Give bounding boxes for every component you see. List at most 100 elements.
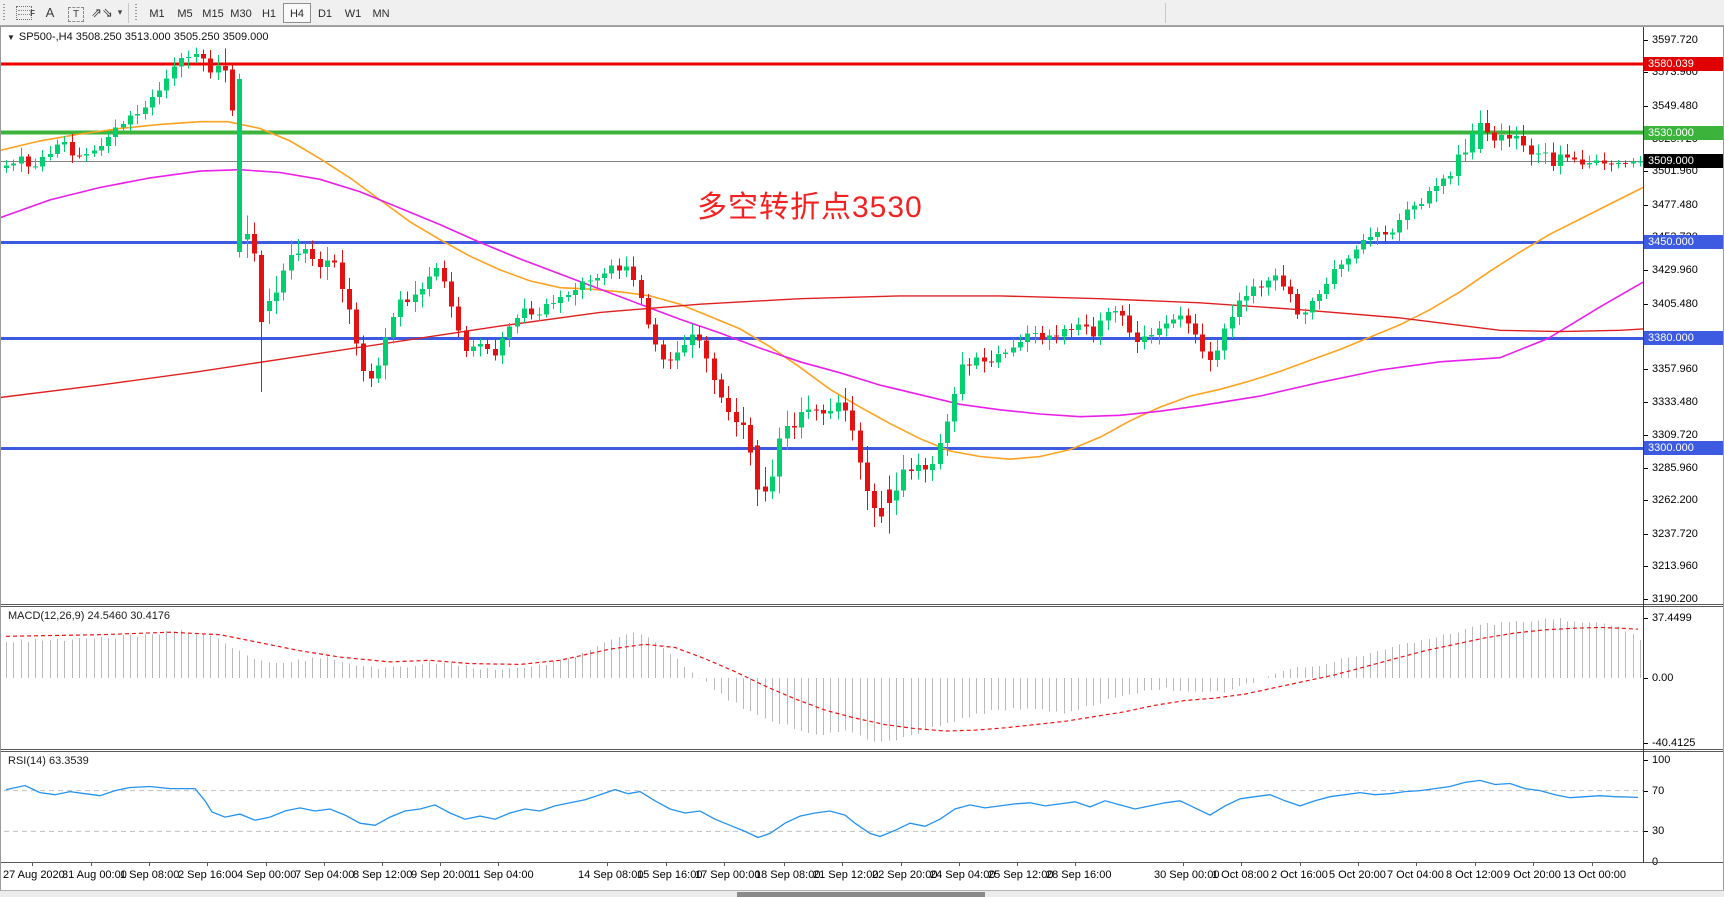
time-label: 24 Sep 04:00 (930, 869, 996, 881)
price-tick-label: 3237.720 (1652, 528, 1698, 540)
collapse-triangle-icon[interactable]: ▼ (7, 33, 15, 42)
horizontal-scrollbar[interactable] (0, 890, 1724, 897)
time-tickmark (1241, 863, 1242, 866)
price-tick-label: 3357.960 (1652, 363, 1698, 375)
time-tickmark (1475, 863, 1476, 866)
macd-tick-label: 0.00 (1652, 672, 1674, 684)
time-label: 1 Oct 08:00 (1212, 869, 1269, 881)
time-label: 30 Sep 00:00 (1154, 869, 1220, 881)
price-tickmark (1644, 72, 1648, 73)
chart-grid-icon[interactable]: F (12, 3, 36, 23)
price-badge-3380.000: 3380.000 (1644, 331, 1724, 345)
symbol-header: ▼ SP500-,H4 3508.250 3513.000 3505.250 35… (7, 31, 269, 43)
macd-indicator-label: MACD(12,26,9) 24.5460 30.4176 (8, 610, 171, 622)
time-tickmark (207, 863, 208, 866)
rsi-tick-label: 100 (1652, 754, 1671, 766)
price-badge-3450.000: 3450.000 (1644, 235, 1724, 249)
time-tickmark (91, 863, 92, 866)
time-tickmark (724, 863, 725, 866)
timeframe-buttons: M1 M5 M15 M30 H1 H4 D1 W1 MN (143, 2, 395, 23)
time-label: 17 Sep 00:00 (695, 869, 761, 881)
time-label: 18 Sep 08:00 (755, 869, 821, 881)
time-label: 9 Sep 20:00 (411, 869, 471, 881)
price-tickmark (1644, 435, 1648, 436)
price-badge-3530.000: 3530.000 (1644, 126, 1724, 140)
time-label: 28 Sep 16:00 (1046, 869, 1112, 881)
time-tickmark (1183, 863, 1184, 866)
ma-fast (0, 120, 1644, 461)
time-label: 7 Sep 04:00 (295, 869, 355, 881)
time-tickmark (324, 863, 325, 866)
price-tick-label: 3429.960 (1652, 264, 1698, 276)
text-tool-icon[interactable]: T (64, 3, 88, 23)
time-label: 8 Oct 12:00 (1446, 869, 1503, 881)
timeframe-button-h4[interactable]: H4 (283, 2, 311, 23)
time-label: 13 Oct 00:00 (1563, 869, 1626, 881)
price-axis[interactable]: 3597.7203573.9603549.4803525.7203501.960… (1644, 27, 1724, 868)
price-tick-label: 3213.960 (1652, 560, 1698, 572)
toolbar-grip[interactable] (3, 3, 7, 22)
price-tickmark (1644, 40, 1648, 41)
rsi-tickmark (1644, 791, 1648, 792)
timeframe-button-m15[interactable]: M15 (202, 7, 224, 20)
time-label: 5 Oct 20:00 (1329, 869, 1386, 881)
chevron-down-icon[interactable]: ▾ (117, 7, 123, 17)
scrollbar-thumb[interactable] (737, 892, 985, 897)
toolbar-separator (1165, 2, 1166, 23)
time-tickmark (1017, 863, 1018, 866)
time-tickmark (498, 863, 499, 866)
rsi-indicator-label: RSI(14) 63.3539 (8, 755, 89, 767)
time-axis[interactable]: 27 Aug 2020 31 Aug 00:00 1 Sep 08:00 2 Sep … (0, 863, 1643, 890)
panel-separator[interactable] (0, 604, 1724, 607)
time-tickmark (1416, 863, 1417, 866)
time-tickmark (784, 863, 785, 866)
price-tick-label: 3405.480 (1652, 298, 1698, 310)
ohlc-high: 3513.000 (124, 31, 171, 43)
toolbar: F A T ⇗⇘ ▾ M1 M5 M15 M30 H1 H4 D1 W1 MN (0, 0, 1724, 26)
price-badge-3509.000: 3509.000 (1644, 154, 1724, 168)
price-tickmark (1644, 468, 1648, 469)
price-tickmark (1644, 205, 1648, 206)
macd-tickmark (1644, 743, 1648, 744)
price-tick-label: 3597.720 (1652, 34, 1698, 46)
time-tickmark (666, 863, 667, 866)
rsi-tickmark (1644, 831, 1648, 832)
time-tickmark (959, 863, 960, 866)
horizontal-lines[interactable] (0, 62, 1643, 450)
price-tickmark (1644, 171, 1648, 172)
time-label: 25 Sep 12:00 (988, 869, 1054, 881)
time-label: 11 Sep 04:00 (469, 869, 534, 881)
time-tickmark (901, 863, 902, 866)
label-tool-icon[interactable]: A (45, 4, 55, 20)
time-tickmark (32, 863, 33, 866)
toolbar-separator (128, 2, 129, 23)
time-label: 21 Sep 12:00 (813, 869, 879, 881)
price-tick-label: 3477.480 (1652, 199, 1698, 211)
timeframe-button-mn[interactable]: MN (372, 7, 390, 20)
price-tick-label: 3549.480 (1652, 100, 1698, 112)
time-tickmark (1533, 863, 1534, 866)
timeframe-button-d1[interactable]: D1 (317, 7, 333, 20)
ohlc-open: 3508.250 (75, 31, 122, 43)
price-tickmark (1644, 106, 1648, 107)
timeframe-button-w1[interactable]: W1 (344, 7, 362, 20)
time-label: 31 Aug 00:00 (62, 869, 127, 881)
time-tickmark (266, 863, 267, 866)
rsi-line (5, 779, 1639, 839)
macd-tick-label: 37.4499 (1652, 612, 1692, 624)
timeframe-button-h1[interactable]: H1 (261, 7, 277, 20)
time-tickmark (1592, 863, 1593, 866)
price-tickmark (1644, 599, 1648, 600)
panel-separator[interactable] (0, 749, 1724, 752)
timeframe-button-m30[interactable]: M30 (230, 7, 252, 20)
toolbar-grip[interactable] (135, 3, 139, 22)
arrow-objects-icon[interactable]: ⇗⇘ (91, 4, 113, 20)
candles (4, 47, 1643, 534)
timeframe-button-m5[interactable]: M5 (177, 7, 193, 20)
timeframe-button-m1[interactable]: M1 (149, 7, 165, 20)
time-label: 9 Oct 20:00 (1504, 869, 1561, 881)
time-tickmark (842, 863, 843, 866)
ohlc-close: 3509.000 (222, 31, 269, 43)
macd-histogram (6, 618, 1641, 742)
